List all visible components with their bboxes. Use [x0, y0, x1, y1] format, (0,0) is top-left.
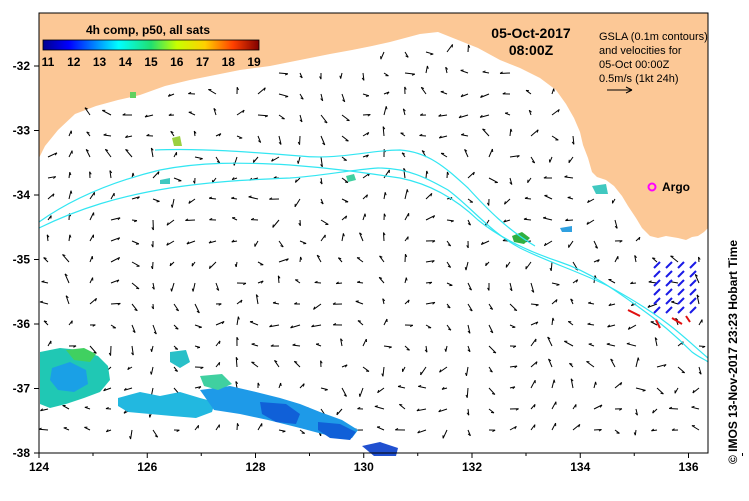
velocity-arrowhead	[554, 89, 555, 92]
velocity-arrowhead	[407, 349, 410, 350]
lon-tick-label: 132	[462, 460, 482, 474]
lat-tick-label: -35	[13, 253, 31, 267]
colorbar-tick-label: 12	[67, 55, 81, 69]
lon-tick-label: 136	[678, 460, 698, 474]
lon-tick-label: 126	[137, 460, 157, 474]
info-line-2: and velocities for	[599, 45, 682, 57]
lon-tick-label: 134	[570, 460, 590, 474]
velocity-arrowhead	[171, 288, 172, 291]
velocity-arrowhead	[671, 301, 674, 302]
info-line-1: GSLA (0.1m contours)	[599, 31, 708, 43]
velocity-arrowhead	[430, 54, 433, 55]
latitude-axis: -32 -33 -34 -35 -36 -37 -38	[13, 59, 39, 460]
sst-patch-small-3	[130, 92, 136, 98]
velocity-arrowhead	[199, 327, 202, 328]
velocity-arrowhead	[197, 347, 200, 348]
velocity-arrowhead	[298, 161, 299, 164]
velocity-arrowhead	[652, 258, 655, 259]
velocity-arrowhead	[568, 197, 571, 198]
velocity-arrowhead	[281, 383, 282, 386]
colorbar-tick-label: 11	[42, 55, 55, 69]
velocity-arrowhead	[358, 321, 361, 322]
velocity-arrowhead	[670, 256, 673, 257]
velocity-arrow	[669, 408, 678, 409]
longitude-axis: 124 126 128 130 132 134 136	[29, 453, 743, 474]
velocity-arrowhead	[682, 372, 685, 373]
velocity-arrowhead	[486, 263, 487, 266]
velocity-arrowhead	[136, 288, 139, 289]
velocity-arrowhead	[285, 96, 288, 97]
lon-tick-label: 130	[354, 460, 374, 474]
lat-tick-label: -32	[13, 59, 31, 73]
argo-label: Argo	[662, 180, 690, 194]
velocity-arrowhead	[365, 214, 366, 217]
lat-tick-label: -33	[13, 124, 31, 138]
velocity-arrowhead	[175, 349, 178, 350]
info-line-3: 05-Oct 00:00Z	[599, 59, 670, 71]
velocity-arrowhead	[534, 404, 535, 407]
colorbar-tick-label: 14	[119, 55, 133, 69]
lat-tick-label: -36	[13, 317, 31, 331]
velocity-arrowhead	[273, 225, 274, 228]
colorbar-title: 4h comp, p50, all sats	[86, 23, 210, 37]
lat-tick-label: -38	[13, 446, 31, 460]
lon-tick-label: 128	[245, 460, 265, 474]
colorbar-tick-label: 13	[93, 55, 107, 69]
colorbar-tick-label: 18	[222, 55, 236, 69]
velocity-arrowhead	[253, 160, 254, 163]
velocity-arrowhead	[375, 406, 378, 407]
lat-tick-label: -37	[13, 382, 31, 396]
credit-text: © IMOS 13-Nov-2017 23:23 Hobart Time	[726, 240, 740, 464]
velocity-arrowhead	[554, 380, 555, 383]
colorbar-tick-label: 17	[196, 55, 210, 69]
colorbar-tick-label: 15	[144, 55, 158, 69]
lon-tick-label: 124	[29, 460, 49, 474]
info-line-4: 0.5m/s (1kt 24h)	[599, 73, 678, 85]
lat-tick-label: -34	[13, 188, 31, 202]
velocity-arrowhead	[399, 404, 402, 405]
velocity-arrowhead	[366, 96, 369, 97]
velocity-arrowhead	[337, 412, 338, 415]
map-date: 05-Oct-2017	[491, 25, 571, 41]
colorbar-tick-label: 16	[170, 55, 184, 69]
velocity-arrowhead	[661, 393, 664, 394]
colorbar-tick-label: 19	[247, 55, 261, 69]
velocity-arrowhead	[85, 407, 88, 408]
map-time: 08:00Z	[509, 42, 554, 58]
velocity-arrowhead	[252, 343, 255, 344]
colorbar-ticks: 11 12 13 14 15 16 17 18 19	[42, 55, 261, 69]
colorbar	[43, 40, 259, 50]
